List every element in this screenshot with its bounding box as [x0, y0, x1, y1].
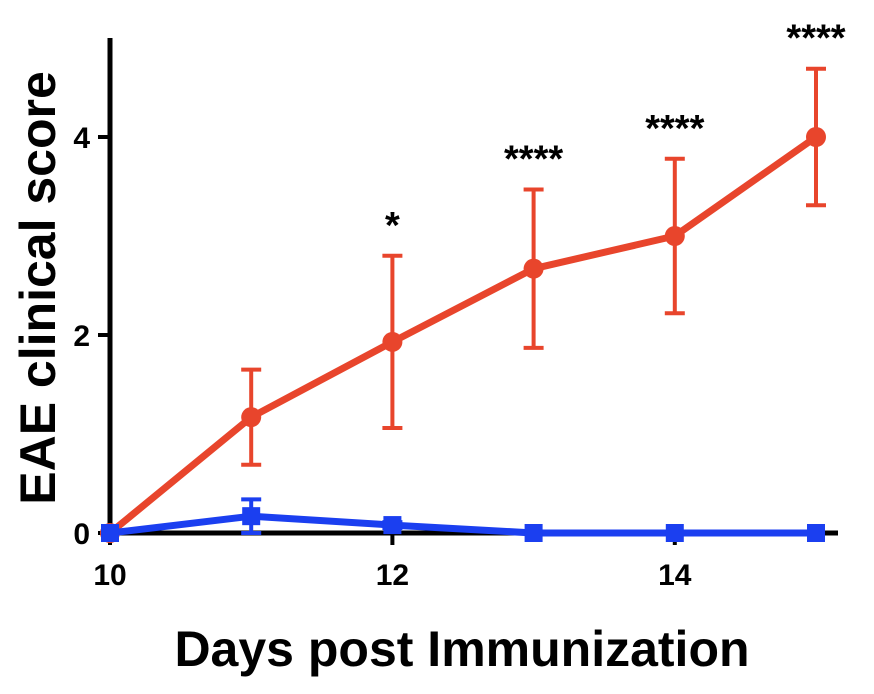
- y-axis-title: EAE clinical score: [10, 71, 66, 505]
- data-point: [382, 331, 403, 352]
- axes: [107, 38, 838, 536]
- data-point: [241, 407, 262, 428]
- data-point: [383, 516, 402, 535]
- significance-label: *: [385, 205, 400, 247]
- data-point: [807, 524, 825, 542]
- data-point: [664, 226, 685, 246]
- series-line: [107, 134, 819, 536]
- ticks: 0 2 4 10 12 14: [73, 122, 691, 592]
- significance-label: ****: [504, 138, 563, 180]
- data-point: [524, 524, 543, 542]
- annotations: *************: [385, 18, 846, 247]
- series-1: [100, 66, 826, 543]
- significance-label: ****: [645, 108, 704, 150]
- x-axis-title: Days post Immunization: [174, 621, 749, 677]
- x-tick-label: 12: [376, 559, 409, 592]
- x-tick-label: 14: [658, 559, 692, 592]
- data-point: [101, 524, 119, 542]
- series: [100, 66, 826, 543]
- series-2: [101, 497, 825, 542]
- data-point: [242, 507, 261, 526]
- y-tick-label: 2: [73, 320, 90, 353]
- data-point: [806, 127, 826, 147]
- y-tick-label: 0: [73, 518, 90, 551]
- significance-label: ****: [786, 18, 845, 60]
- y-tick-label: 4: [73, 122, 90, 155]
- data-point: [523, 258, 544, 279]
- series-line: [109, 512, 816, 537]
- data-point: [665, 524, 684, 542]
- x-tick-label: 10: [93, 559, 126, 592]
